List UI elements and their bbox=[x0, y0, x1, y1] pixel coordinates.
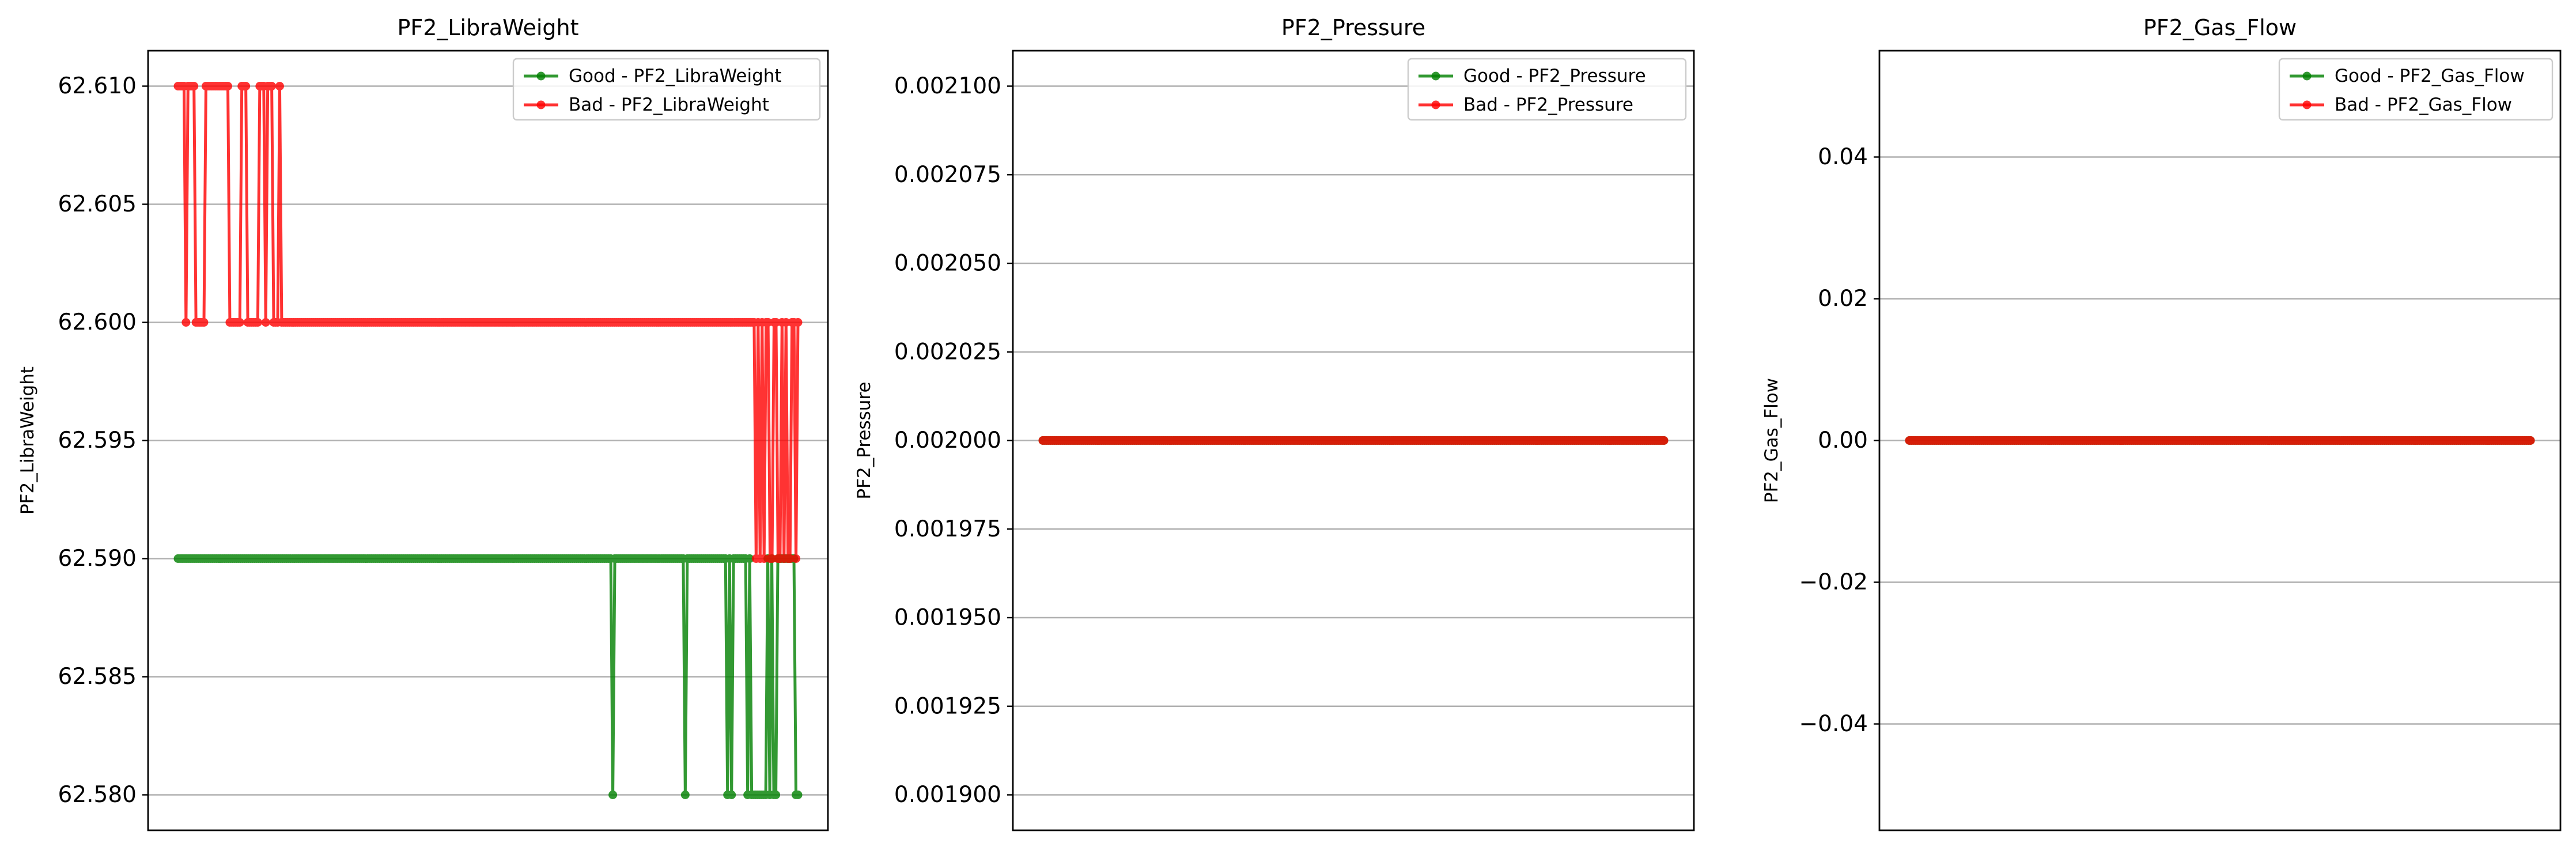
y-tick-label: 0.04 bbox=[1818, 144, 1868, 170]
series-bad bbox=[173, 82, 803, 563]
data-point bbox=[261, 318, 270, 327]
y-tick-label: 0.002100 bbox=[894, 73, 1001, 99]
data-point bbox=[792, 554, 801, 563]
y-tick-label: 0.002050 bbox=[894, 251, 1001, 277]
y-tick-label: 62.605 bbox=[58, 191, 137, 217]
data-point bbox=[235, 318, 244, 327]
legend-marker bbox=[2302, 71, 2312, 81]
y-tick-label: 62.580 bbox=[58, 782, 137, 808]
y-tick-label: 0.001900 bbox=[894, 782, 1001, 808]
y-tick-label: 0.001950 bbox=[894, 605, 1001, 631]
subplot-3: −0.04 −0.02 0.00 0.02 0.04 PF2_Gas_Flow PF2_Ga… bbox=[1761, 15, 2562, 831]
y-axis-ticks: −0.04 −0.02 0.00 0.02 0.04 bbox=[1799, 144, 1879, 737]
series-bad bbox=[1038, 436, 1669, 445]
data-point bbox=[785, 554, 795, 563]
data-point bbox=[275, 82, 284, 90]
y-tick-label: −0.02 bbox=[1799, 569, 1868, 595]
y-tick-label: 0.001975 bbox=[894, 516, 1001, 542]
legend-marker bbox=[2302, 100, 2312, 109]
data-point bbox=[199, 318, 209, 327]
legend-entry-bad: Bad - PF2_Gas_Flow bbox=[2290, 94, 2512, 115]
legend-label: Bad - PF2_Gas_Flow bbox=[2335, 94, 2512, 115]
subplot-title: PF2_Gas_Flow bbox=[2143, 15, 2297, 40]
legend-entry-bad: Bad - PF2_Pressure bbox=[1418, 94, 1633, 115]
subplot-title: PF2_LibraWeight bbox=[397, 15, 578, 40]
legend-box bbox=[2278, 58, 2554, 121]
legend-marker bbox=[1431, 100, 1440, 109]
subplot-2: 0.001900 0.001925 0.001950 0.001975 0.002000… bbox=[854, 15, 1695, 831]
data-point bbox=[793, 318, 803, 327]
legend-entry-bad: Bad - PF2_LibraWeight bbox=[524, 94, 769, 115]
data-point bbox=[763, 318, 773, 327]
legend-entry-good: Good - PF2_Gas_Flow bbox=[2290, 66, 2525, 86]
data-point bbox=[241, 82, 251, 90]
legend-entry-good: Good - PF2_LibraWeight bbox=[524, 66, 782, 86]
y-tick-label: −0.04 bbox=[1799, 711, 1868, 737]
data-point bbox=[267, 82, 277, 90]
y-tick-label: 0.001925 bbox=[894, 693, 1001, 719]
data-point bbox=[224, 82, 232, 90]
legend-label: Good - PF2_LibraWeight bbox=[569, 66, 782, 86]
y-tick-label: 62.610 bbox=[58, 73, 137, 99]
data-point bbox=[771, 791, 781, 799]
y-tick-label: 0.02 bbox=[1818, 286, 1868, 312]
legend: Good - PF2_LibraWeight Bad - PF2_LibraWei… bbox=[512, 58, 821, 121]
data-point bbox=[793, 791, 803, 799]
y-tick-label: 62.595 bbox=[58, 428, 137, 453]
y-axis-label: PF2_Pressure bbox=[854, 381, 875, 499]
axes-frame bbox=[1012, 50, 1695, 831]
legend-entry-good: Good - PF2_Pressure bbox=[1418, 66, 1646, 86]
legend-label: Good - PF2_Gas_Flow bbox=[2335, 66, 2525, 86]
data-point bbox=[759, 554, 769, 563]
legend-label: Good - PF2_Pressure bbox=[1463, 66, 1646, 86]
subplot-title: PF2_Pressure bbox=[1281, 15, 1425, 40]
data-point bbox=[680, 791, 690, 799]
y-axis-label: PF2_Gas_Flow bbox=[1761, 378, 1782, 503]
y-tick-label: 62.585 bbox=[58, 664, 137, 690]
y-axis-ticks: 62.580 62.585 62.590 62.595 62.600 62.605 62.6… bbox=[58, 73, 148, 808]
y-tick-label: 0.002000 bbox=[894, 428, 1001, 453]
data-point bbox=[727, 791, 736, 799]
legend-marker bbox=[536, 100, 546, 109]
y-tick-label: 0.002025 bbox=[894, 339, 1001, 365]
legend-box bbox=[1407, 58, 1687, 121]
y-tick-label: 62.600 bbox=[58, 309, 137, 335]
legend-marker bbox=[536, 71, 546, 81]
data-point bbox=[781, 318, 790, 327]
axes-frame bbox=[1878, 50, 2562, 831]
data-point bbox=[190, 82, 199, 90]
axes-frame bbox=[147, 50, 829, 831]
legend-marker bbox=[1431, 71, 1440, 81]
y-tick-label: 0.002075 bbox=[894, 162, 1001, 188]
data-point bbox=[2526, 436, 2535, 445]
data-point bbox=[771, 318, 781, 327]
data-point bbox=[1659, 436, 1669, 445]
legend: Good - PF2_Pressure Bad - PF2_Pressure bbox=[1407, 58, 1687, 121]
legend-label: Bad - PF2_Pressure bbox=[1463, 94, 1633, 115]
y-tick-label: 62.590 bbox=[58, 546, 137, 572]
data-point bbox=[745, 554, 754, 563]
legend-label: Bad - PF2_LibraWeight bbox=[569, 94, 769, 115]
data-point bbox=[767, 554, 777, 563]
y-axis-label: PF2_LibraWeight bbox=[17, 366, 38, 515]
data-point bbox=[608, 791, 618, 799]
series-bad bbox=[1905, 436, 2535, 445]
y-axis-ticks: 0.001900 0.001925 0.001950 0.001975 0.002000… bbox=[894, 73, 1013, 808]
subplot-1: 62.580 62.585 62.590 62.595 62.600 62.605 62.6… bbox=[17, 15, 829, 831]
y-tick-label: 0.00 bbox=[1818, 428, 1868, 453]
series-good bbox=[173, 554, 803, 799]
data-point bbox=[253, 318, 262, 327]
legend: Good - PF2_Gas_Flow Bad - PF2_Gas_Flow bbox=[2278, 58, 2554, 121]
legend-box bbox=[512, 58, 821, 121]
data-point bbox=[181, 318, 191, 327]
